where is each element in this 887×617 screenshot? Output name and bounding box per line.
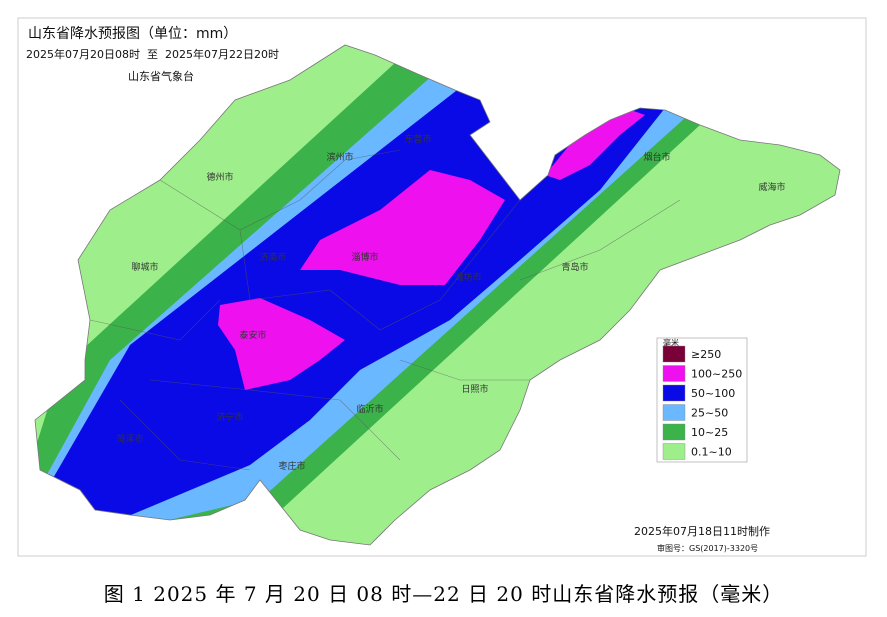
boundary <box>149 379 401 461</box>
city-label: 济南市 <box>259 251 286 263</box>
boundary <box>89 299 221 341</box>
legend-swatch <box>662 404 686 421</box>
made-time: 2025年07月18日11时制作 <box>634 524 770 538</box>
boundary <box>159 149 401 231</box>
city-label: 东营市 <box>404 133 431 145</box>
legend-label: 50~100 <box>691 387 735 400</box>
legend-swatch <box>662 365 686 382</box>
city-label: 淄博市 <box>351 251 378 263</box>
figure-caption: 图 1 2025 年 7 月 20 日 08 时—22 日 20 时山东省降水预… <box>103 582 784 606</box>
city-label: 菏泽市 <box>116 433 143 445</box>
area-magenta <box>218 298 345 390</box>
city-label: 枣庄市 <box>278 460 305 472</box>
area-magenta <box>300 170 505 285</box>
city-label: 潍坊市 <box>454 271 481 283</box>
approval-number: 审图号：GS(2017)-3320号 <box>657 543 758 553</box>
map-title: 山东省降水预报图（单位：mm） <box>28 26 237 42</box>
city-label: 青岛市 <box>561 261 588 273</box>
legend-swatch <box>662 443 686 460</box>
boundary <box>519 199 681 281</box>
map-panel: 山东省降水预报图（单位：mm） 2025年07月20日08时 至 2025年07… <box>17 17 867 557</box>
boundary <box>399 359 530 381</box>
province-outline <box>34 44 841 546</box>
area-blue <box>35 80 840 545</box>
city-label: 滨州市 <box>326 151 353 163</box>
boundary <box>239 199 521 331</box>
city-label: 聊城市 <box>131 261 158 273</box>
legend-label: 0.1~10 <box>691 446 732 459</box>
city-label: 威海市 <box>758 181 785 193</box>
city-label: 烟台市 <box>643 151 670 163</box>
boundary <box>119 399 251 471</box>
legend-label: 100~250 <box>691 368 742 381</box>
legend-label: 25~50 <box>691 407 728 420</box>
city-label: 德州市 <box>206 171 233 183</box>
legend-swatch <box>662 345 686 363</box>
city-label: 泰安市 <box>239 329 266 341</box>
area-magenta <box>545 108 645 180</box>
forecast-period: 2025年07月20日08时 至 2025年07月22日20时 <box>26 47 279 61</box>
legend-swatch <box>662 384 686 402</box>
issuer: 山东省气象台 <box>128 69 194 83</box>
legend-title: 毫米 <box>663 338 679 348</box>
legend-swatch <box>662 423 686 441</box>
city-label: 济宁市 <box>216 411 243 423</box>
city-label: 临沂市 <box>356 403 383 415</box>
city-label: 日照市 <box>461 383 488 395</box>
legend-label: 10~25 <box>691 426 728 439</box>
legend-label: ≥250 <box>691 348 721 361</box>
